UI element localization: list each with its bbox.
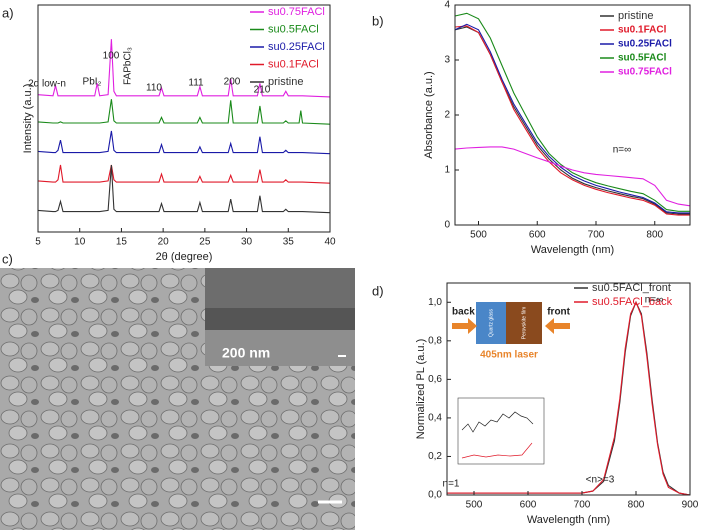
mini-inset — [457, 397, 545, 465]
curve — [37, 130, 331, 155]
x-tick-label: 35 — [283, 237, 295, 248]
curve — [37, 39, 331, 98]
x-tick-label: 600 — [520, 500, 537, 511]
y-tick-label: 0 — [444, 220, 450, 231]
curve — [37, 99, 331, 125]
y-tick-label: 4 — [444, 0, 450, 11]
x-tick-label: 800 — [646, 230, 663, 241]
annotation: FAPbCl₃ — [123, 47, 134, 85]
curve — [37, 164, 331, 214]
annotation: 111 — [188, 78, 204, 89]
x-tick-label: 25 — [199, 237, 211, 248]
y-tick-label: 1,0 — [428, 297, 442, 308]
mini-inset-line — [461, 411, 534, 433]
legend-label: su0.5FACl_front — [592, 282, 671, 294]
y-tick-label: 1 — [444, 165, 450, 176]
annotation: n=∞ — [645, 295, 664, 306]
legend-label: su0.1FACl — [618, 25, 667, 36]
y-axis-label: Intensity (a.u.) — [22, 84, 34, 154]
sem-inset-top — [205, 268, 355, 308]
legend-label: su0.25FACl — [268, 41, 325, 53]
annotation: 110 — [146, 83, 162, 94]
annotation: 100 — [103, 51, 120, 62]
panel-label: d) — [372, 283, 384, 298]
curve — [454, 146, 691, 207]
mini-inset-line — [461, 442, 533, 459]
panel-label: c) — [2, 251, 13, 266]
y-tick-label: 0,6 — [428, 374, 442, 385]
quartz-glass — [476, 302, 506, 344]
scale-label: 200 nm — [222, 345, 270, 361]
annotation: n=1 — [443, 479, 460, 490]
annotation: 2d low-n — [28, 79, 66, 90]
x-tick-label: 500 — [470, 230, 487, 241]
legend-label: su0.5FACl — [618, 53, 667, 64]
legend-label: su0.5FACl_back — [592, 296, 673, 308]
y-axis-label: Absorbance (a.u.) — [423, 71, 435, 158]
x-tick-label: 600 — [529, 230, 546, 241]
x-axis-label: Wavelength (nm) — [531, 244, 614, 256]
legend-label: su0.75FACl — [268, 6, 325, 18]
plot-frame — [446, 282, 691, 496]
curve — [37, 164, 331, 184]
annotation: <n>=3 — [586, 475, 615, 486]
arrow-back — [452, 318, 477, 334]
inset-label: Perovskite film — [521, 307, 527, 340]
x-tick-label: 10 — [74, 237, 86, 248]
sem-image: 200 nm — [0, 268, 355, 530]
legend-label: su0.1FACl — [268, 58, 319, 70]
x-tick-label: 500 — [466, 500, 483, 511]
annotation: 210 — [254, 85, 271, 96]
panel-label: b) — [372, 13, 384, 28]
y-axis-label: Normalized PL (a.u.) — [415, 339, 427, 439]
plot-frame — [37, 4, 331, 233]
curve — [447, 300, 691, 496]
annotation: PbI₂ — [83, 77, 102, 88]
panel-label: a) — [2, 5, 14, 20]
inset-label: 405nm laser — [480, 350, 538, 361]
pl-inset-diagram — [452, 302, 570, 465]
curve — [454, 23, 690, 214]
x-axis-label: 2θ (degree) — [156, 251, 213, 263]
x-tick-label: 15 — [116, 237, 128, 248]
y-tick-label: 0,4 — [428, 413, 442, 424]
inset-label: front — [547, 307, 570, 318]
arrow-front — [545, 318, 570, 334]
y-tick-label: 3 — [444, 55, 450, 66]
annotation: n=∞ — [613, 145, 632, 156]
y-tick-label: 0,8 — [428, 335, 442, 346]
sem-inset-substrate — [205, 330, 355, 366]
legend-label: su0.25FACl — [618, 39, 672, 50]
legend-label: pristine — [268, 76, 303, 88]
y-tick-label: 0,0 — [428, 490, 442, 501]
curve — [454, 25, 690, 216]
x-axis-label: Wavelength (nm) — [527, 514, 610, 526]
legend-label: pristine — [618, 10, 653, 22]
y-tick-label: 2 — [444, 110, 450, 121]
perovskite-film — [506, 302, 542, 344]
x-tick-label: 700 — [574, 500, 591, 511]
legend-label: su0.5FACl — [268, 23, 319, 35]
legend-label: su0.75FACl — [618, 67, 672, 78]
x-tick-label: 5 — [35, 237, 41, 248]
x-tick-label: 900 — [682, 500, 699, 511]
curve — [454, 12, 690, 212]
x-tick-label: 20 — [158, 237, 170, 248]
x-tick-label: 800 — [628, 500, 645, 511]
annotation: 200 — [224, 77, 241, 88]
inset-label: Quartz glass — [488, 308, 494, 337]
x-tick-label: 40 — [324, 237, 336, 248]
inset-label: back — [452, 307, 475, 318]
x-tick-label: 30 — [241, 237, 253, 248]
y-tick-label: 0,2 — [428, 451, 442, 462]
x-tick-label: 700 — [588, 230, 605, 241]
